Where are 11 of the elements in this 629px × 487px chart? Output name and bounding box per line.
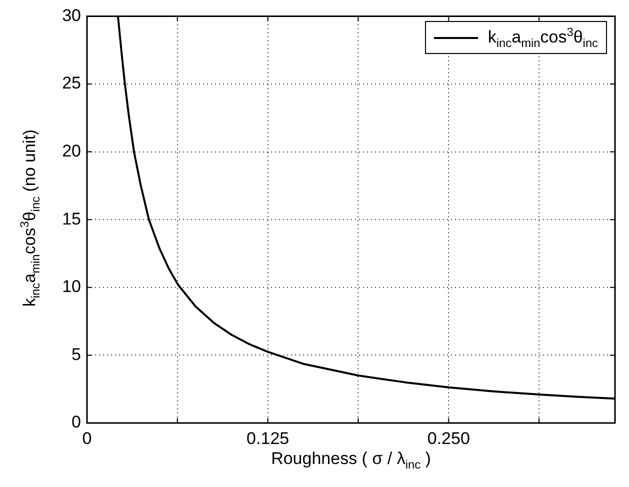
y-tick-label: 15 [62,209,81,228]
y-tick-label: 5 [72,344,81,364]
y-tick-label: 25 [62,74,81,93]
y-tick-label: 30 [62,6,81,25]
x-tick-label: 0.125 [246,428,290,448]
y-tick-label: 10 [62,277,81,296]
x-axis-title: Roughness ( σ / λ$_{inc}$ ) [270,449,432,472]
y-tick-label: 0 [72,412,81,432]
y-tick-label: 20 [62,141,81,160]
x-tick-label: 0.250 [427,428,470,448]
legend-label: k$_{inc}$a$_{min}$cos$^{3}$θ$_{inc}$ [488,25,598,50]
